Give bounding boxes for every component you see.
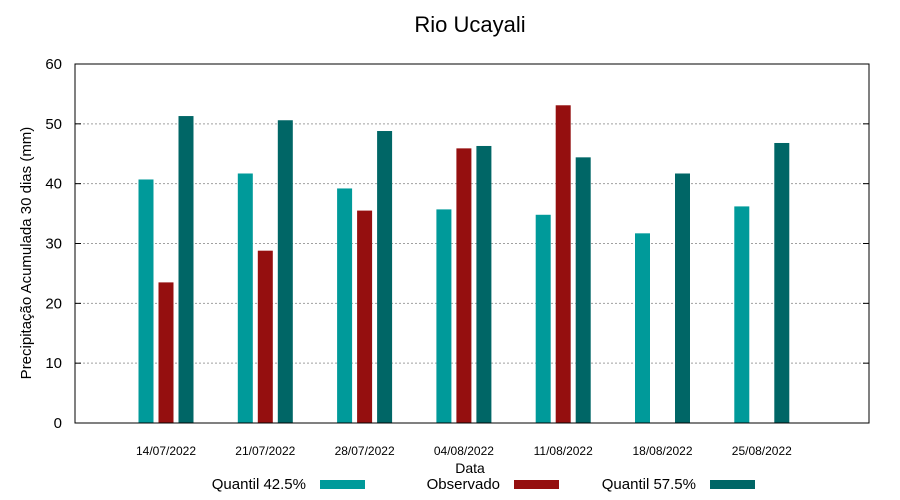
x-tick-label: 21/07/2022 xyxy=(235,444,295,458)
bar-quantil-57-5--21-07-2022 xyxy=(277,120,293,423)
legend: Quantil 42.5% Observado Quantil 57.5% xyxy=(212,476,755,493)
y-tick-label: 20 xyxy=(45,295,62,312)
y-axis-label: Precipitação Acumulada 30 dias (mm) xyxy=(18,127,35,380)
y-axis: 0 10 20 30 40 50 60 xyxy=(45,56,869,432)
bar-observado-14-07-2022 xyxy=(158,282,174,423)
y-tick-label: 50 xyxy=(45,116,62,133)
legend-label: Quantil 57.5% xyxy=(602,476,696,493)
x-axis-label: Data xyxy=(455,460,485,476)
bar-quantil-57-5--04-08-2022 xyxy=(476,145,492,423)
bar-quantil-57-5--25-08-2022 xyxy=(774,142,790,424)
bar-quantil-42-5--04-08-2022 xyxy=(436,209,452,423)
legend-swatch xyxy=(514,480,559,489)
x-tick-label: 18/08/2022 xyxy=(632,444,692,458)
chart-title: Rio Ucayali xyxy=(414,12,525,37)
y-tick-label: 30 xyxy=(45,236,62,253)
bars xyxy=(138,105,790,424)
legend-label: Quantil 42.5% xyxy=(212,476,306,493)
bar-quantil-42-5--11-08-2022 xyxy=(535,214,551,423)
bar-observado-04-08-2022 xyxy=(456,148,472,424)
x-axis: 14/07/2022 21/07/2022 28/07/2022 04/08/2022… xyxy=(136,444,792,458)
x-tick-label: 25/08/2022 xyxy=(732,444,792,458)
x-tick-label: 04/08/2022 xyxy=(434,444,494,458)
bar-quantil-57-5--14-07-2022 xyxy=(178,116,194,424)
bar-quantil-42-5--25-08-2022 xyxy=(734,206,750,423)
grid-lines xyxy=(75,123,869,364)
y-tick-label: 40 xyxy=(45,176,62,193)
x-tick-label: 11/08/2022 xyxy=(534,444,593,458)
bar-observado-28-07-2022 xyxy=(357,210,373,423)
x-tick-label: 14/07/2022 xyxy=(136,444,196,458)
bar-observado-21-07-2022 xyxy=(257,250,273,423)
legend-label: Observado xyxy=(427,476,500,493)
bar-quantil-42-5--18-08-2022 xyxy=(635,233,650,423)
bar-quantil-57-5--11-08-2022 xyxy=(575,157,591,423)
bar-quantil-42-5--21-07-2022 xyxy=(237,173,253,423)
x-tick-label: 28/07/2022 xyxy=(335,444,395,458)
legend-swatch xyxy=(320,480,365,489)
bar-observado-11-08-2022 xyxy=(555,105,571,423)
y-tick-label: 0 xyxy=(54,415,62,432)
legend-swatch xyxy=(710,480,755,489)
y-tick-label: 10 xyxy=(45,355,62,372)
bar-quantil-57-5--28-07-2022 xyxy=(377,131,393,423)
bar-quantil-42-5--14-07-2022 xyxy=(138,179,154,423)
bar-quantil-42-5--28-07-2022 xyxy=(337,188,353,423)
y-tick-label: 60 xyxy=(45,56,62,73)
bar-quantil-57-5--18-08-2022 xyxy=(675,173,690,423)
